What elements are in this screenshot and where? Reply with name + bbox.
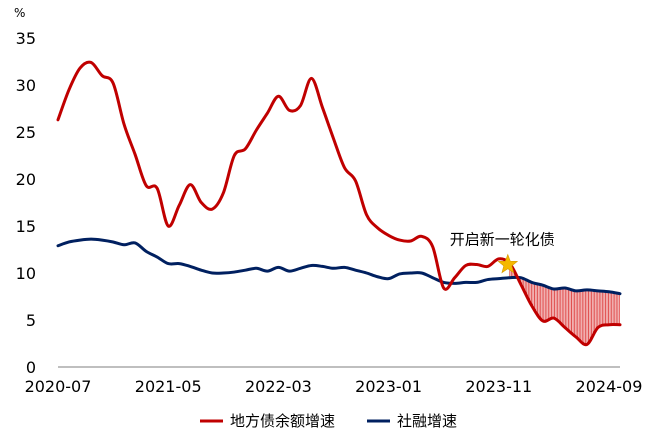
y-tick-label: 15 xyxy=(16,217,36,236)
x-tick-label: 2022-03 xyxy=(245,377,312,396)
y-tick-label: 20 xyxy=(16,170,36,189)
x-tick-label: 2023-01 xyxy=(355,377,422,396)
y-axis: % 0 5 10 15 20 25 30 35 xyxy=(14,6,36,377)
y-tick-label: 0 xyxy=(26,358,36,377)
legend-label-local-debt: 地方债余额增速 xyxy=(230,412,335,430)
y-tick-label: 25 xyxy=(16,123,36,142)
y-axis-unit: % xyxy=(14,6,25,20)
y-tick-label: 30 xyxy=(16,76,36,95)
series-line-social-financing xyxy=(56,237,622,296)
annotation-label: 开启新一轮化债 xyxy=(450,231,555,249)
x-tick-label: 2024-09 xyxy=(576,377,643,396)
legend: 地方债余额增速 社融增速 xyxy=(200,412,457,430)
star-marker-icon xyxy=(497,253,519,274)
series-lines xyxy=(56,60,622,347)
legend-label-social-financing: 社融增速 xyxy=(397,412,457,430)
y-tick-label: 5 xyxy=(26,311,36,330)
series-line-local-debt xyxy=(56,60,622,347)
gap-hatch-area xyxy=(509,263,620,345)
annotation: 开启新一轮化债 xyxy=(450,231,555,274)
x-axis: 2020-07 2021-05 2022-03 2023-01 2023-11 2024-… xyxy=(25,366,643,396)
x-tick-label: 2020-07 xyxy=(25,377,92,396)
y-tick-label: 35 xyxy=(16,29,36,48)
x-tick-label: 2021-05 xyxy=(135,377,202,396)
x-tick-label: 2023-11 xyxy=(465,377,532,396)
y-tick-label: 10 xyxy=(16,264,36,283)
